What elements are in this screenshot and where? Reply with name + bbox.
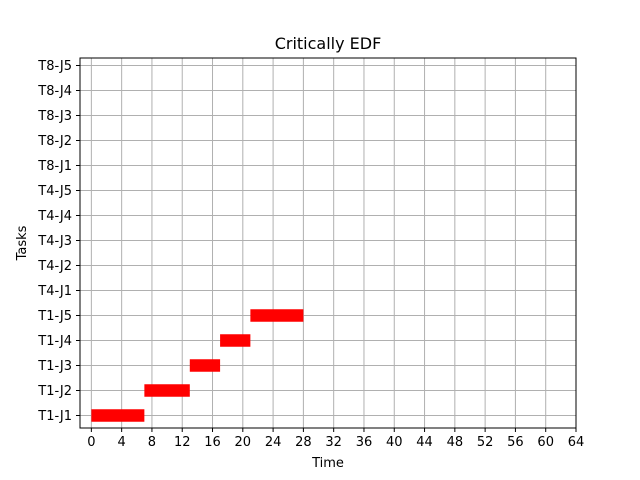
bar-t1-j4	[220, 334, 251, 347]
x-tick-label: 40	[386, 435, 403, 450]
bar-t1-j5	[250, 309, 304, 322]
y-tick-label: T1-J3	[37, 359, 72, 374]
y-tick-label: T4-J1	[37, 284, 72, 299]
x-tick-label: 8	[148, 435, 156, 450]
x-axis-label: Time	[311, 456, 344, 471]
x-tick-label: 56	[507, 435, 524, 450]
y-tick-label: T8-J2	[37, 134, 72, 149]
x-tick-label: 0	[87, 435, 95, 450]
x-tick-label: 36	[356, 435, 373, 450]
y-tick-label: T4-J2	[37, 259, 72, 274]
y-tick-label: T4-J5	[37, 184, 72, 199]
plot-frame	[79, 57, 577, 429]
x-tick-label: 64	[568, 435, 585, 450]
x-tick-label: 4	[118, 435, 126, 450]
x-tick-label: 16	[204, 435, 221, 450]
x-tick-label: 24	[265, 435, 282, 450]
x-tick-label: 20	[235, 435, 252, 450]
y-tick-label: T1-J4	[37, 334, 72, 349]
y-tick-label: T1-J5	[37, 309, 72, 324]
x-tick-label: 28	[295, 435, 312, 450]
x-tick-label: 60	[537, 435, 554, 450]
grid-lines	[80, 58, 577, 428]
bar-t1-j2	[144, 384, 190, 397]
x-tick-label: 32	[325, 435, 342, 450]
chart-title: Critically EDF	[275, 34, 382, 53]
y-axis-ticks: T1-J1 T1-J2 T1-J3 T1-J4 T1-J5 T4-J1 T4-J2 T4-J3…	[37, 59, 80, 424]
y-tick-label: T4-J4	[37, 209, 72, 224]
x-tick-label: 48	[447, 435, 464, 450]
y-tick-label: T8-J4	[37, 84, 72, 99]
y-tick-label: T8-J5	[37, 59, 72, 74]
x-axis-ticks: 0 4 8 12 16 20 24 28 32 36 40 44 48 52 56 60 64	[87, 428, 584, 450]
x-tick-label: 12	[174, 435, 191, 450]
y-tick-label: T1-J1	[37, 409, 72, 424]
y-tick-label: T1-J2	[37, 384, 72, 399]
y-tick-label: T8-J3	[37, 109, 72, 124]
y-axis-label: Tasks	[15, 225, 30, 261]
y-tick-label: T4-J3	[37, 234, 72, 249]
y-tick-label: T8-J1	[37, 159, 72, 174]
bars-group	[91, 309, 304, 422]
bar-t1-j1	[91, 409, 145, 422]
x-tick-label: 52	[477, 435, 494, 450]
bar-t1-j3	[189, 359, 221, 372]
x-tick-label: 44	[416, 435, 433, 450]
